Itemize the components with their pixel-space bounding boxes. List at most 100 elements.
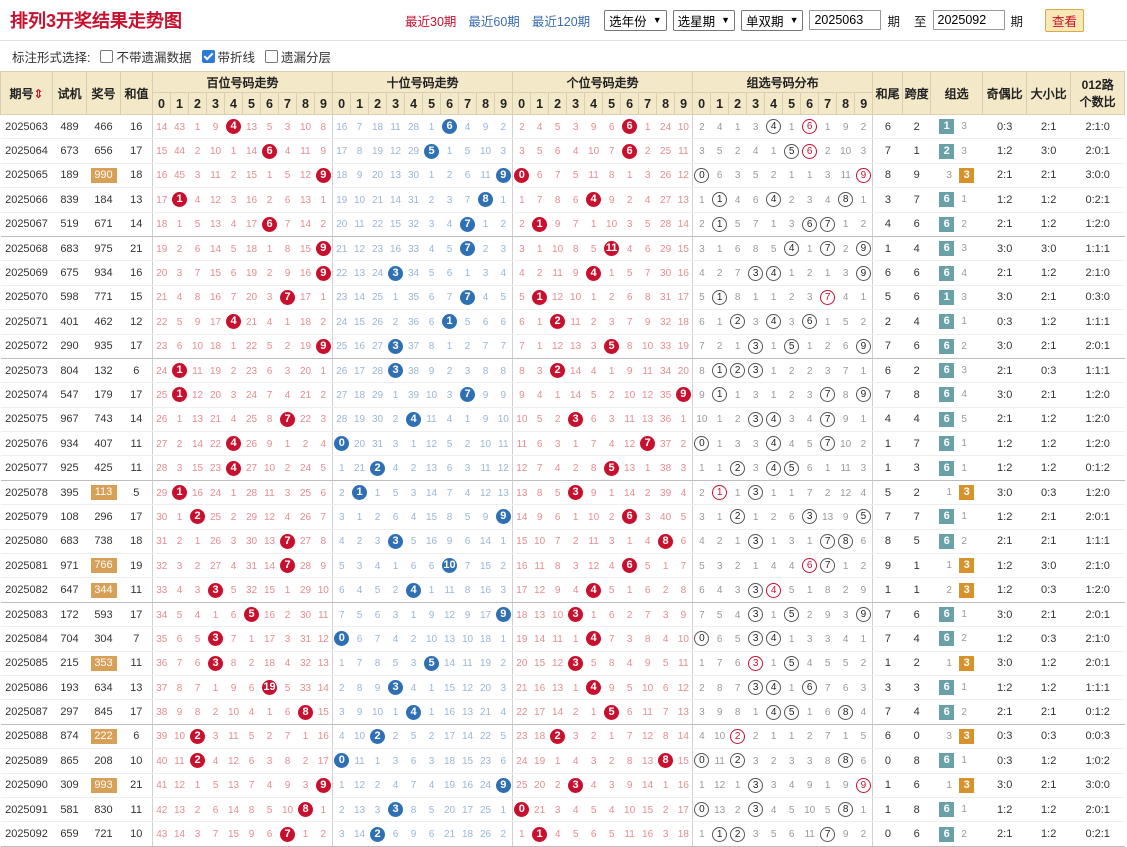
range-30-link[interactable]: 最近30期 <box>405 14 457 29</box>
win-cell: 975 <box>86 236 121 262</box>
omission-value: 4 <box>410 511 417 523</box>
zuxuan-type: 6 <box>939 704 955 720</box>
trend-cell: 14 <box>350 821 369 847</box>
bigsmall-cell: 0:3 <box>1026 626 1071 652</box>
trend-cell: 4 <box>674 480 693 506</box>
ball-number: 2 <box>370 728 386 744</box>
trend-cell: 4 <box>512 260 531 286</box>
omission-value: 36 <box>660 414 672 426</box>
trend-cell: 11 <box>602 236 621 262</box>
ball-number: 1 <box>532 216 548 232</box>
omission-value: 11 <box>642 365 653 377</box>
trend-cell: 7 <box>602 138 621 164</box>
omission-value: 9 <box>699 389 705 401</box>
omission-value: 18 <box>336 170 348 182</box>
ball-number: 4 <box>226 119 241 135</box>
weekday-select[interactable]: 选星期 ▼ <box>672 9 736 31</box>
ball-number: 2 <box>190 753 205 769</box>
group-cell: 1 <box>818 773 837 798</box>
checkbox-no-omission[interactable] <box>100 49 114 63</box>
trend-cell: 11 <box>548 626 567 652</box>
omission-value: 28 <box>156 463 168 475</box>
trend-cell: 8 <box>548 187 567 213</box>
group-cell: 7 <box>836 358 855 384</box>
group-cell: 3 <box>854 455 873 481</box>
omission-value: 18 <box>263 658 276 670</box>
group-cell: 2 <box>710 529 729 555</box>
group-cell: 6 <box>800 309 819 335</box>
group-cell: 2 <box>782 382 801 408</box>
checkbox-layered[interactable] <box>265 49 279 63</box>
omission-value: 12 <box>227 755 240 767</box>
omission-value: 4 <box>608 438 615 450</box>
option-layered[interactable]: 遗漏分层 <box>265 47 331 66</box>
omission-value: 2 <box>824 341 831 353</box>
group-number: 3 <box>748 777 764 793</box>
omission-value: 1 <box>662 780 669 792</box>
checkbox-polyline[interactable] <box>201 49 215 63</box>
omission-value: 5 <box>536 146 543 158</box>
trend-cell: 5 <box>530 138 549 164</box>
omission-value: 8 <box>554 194 561 206</box>
trend-cell: 22 <box>206 431 225 457</box>
range-60-link[interactable]: 最近60期 <box>468 14 520 29</box>
to-period-input[interactable]: 2025092 <box>932 10 1005 30</box>
group-cell: 1 <box>710 309 729 335</box>
group-cell: 9 <box>818 602 837 628</box>
omission-value: 22 <box>156 316 168 328</box>
omission-value: 6 <box>519 316 525 328</box>
trend-cell: 16 <box>260 602 279 628</box>
omission-value: 2 <box>680 438 687 450</box>
top-bar: 排列3开奖结果走势图 最近30期 最近60期 最近120期 选年份 ▼ 选星期 ▼ … <box>0 0 1127 41</box>
omission-value: 1 <box>824 463 831 475</box>
omission-value: 7 <box>536 463 543 475</box>
omission-value: 32 <box>299 658 312 670</box>
trend-cell: 21 <box>206 407 225 433</box>
option-no-omission[interactable]: 不带遗漏数据 <box>100 47 192 66</box>
year-select[interactable]: 选年份 ▼ <box>604 9 667 31</box>
omission-value: 29 <box>156 487 168 499</box>
query-button[interactable]: 查看 <box>1045 8 1085 32</box>
trend-cell: 6 <box>422 553 441 579</box>
mod012-cell: 0:2:1 <box>1070 821 1125 847</box>
col-issue[interactable]: 期号⇕ <box>0 71 53 115</box>
trend-cell: 20 <box>476 675 495 701</box>
trend-cell: 1 <box>530 309 549 335</box>
omission-value: 8 <box>500 365 507 377</box>
omission-value: 14 <box>299 219 312 231</box>
trend-cell: 13 <box>350 260 369 286</box>
omission-value: 1 <box>806 170 813 182</box>
trend-cell: 1 <box>368 480 387 506</box>
group-number: 8 <box>838 802 854 818</box>
group-cell: 9 <box>854 602 873 628</box>
table-row: 2025078 395 113 5 29 1 16 24 1 28 11 3 25 6 2 1 1 5 3 14 7 4 1… <box>0 480 1125 506</box>
bigsmall-cell: 3:0 <box>1026 138 1071 164</box>
group-cell: 1 <box>710 480 729 506</box>
omission-value: 3 <box>194 829 201 841</box>
group-cell: 5 <box>746 163 765 189</box>
trend-cell: 11 <box>422 407 441 433</box>
omission-value: 9 <box>482 121 489 133</box>
trend-cell: 9 <box>314 236 333 262</box>
omission-value: 1 <box>770 487 777 499</box>
win-cell: 353 <box>86 651 121 676</box>
group-cell: 8 <box>836 699 855 725</box>
trend-cell: 7 <box>170 651 189 676</box>
trend-cell: 1 <box>314 358 333 384</box>
from-period-input[interactable]: 2025063 <box>809 10 882 30</box>
table-row: 2025063 489 466 16 14 43 1 9 4 13 5 3 10 8 16 7 18 11 28 1 6… <box>0 114 1125 140</box>
omission-value: 4 <box>230 219 237 231</box>
omission-value: 3 <box>842 609 849 621</box>
trend-cell: 29 <box>242 504 261 530</box>
trend-cell: 14 <box>350 285 369 311</box>
trend-cell: 8 <box>584 455 603 481</box>
range-120-link[interactable]: 最近120期 <box>531 14 591 29</box>
option-polyline[interactable]: 带折线 <box>201 47 255 66</box>
omission-value: 19 <box>209 365 222 377</box>
trend-cell: 7 <box>278 821 297 847</box>
trend-cell: 32 <box>242 577 261 603</box>
oddeven-select[interactable]: 单双期 ▼ <box>741 9 804 31</box>
trend-cell: 2 <box>494 114 513 140</box>
trend-cell: 10 <box>602 212 621 237</box>
